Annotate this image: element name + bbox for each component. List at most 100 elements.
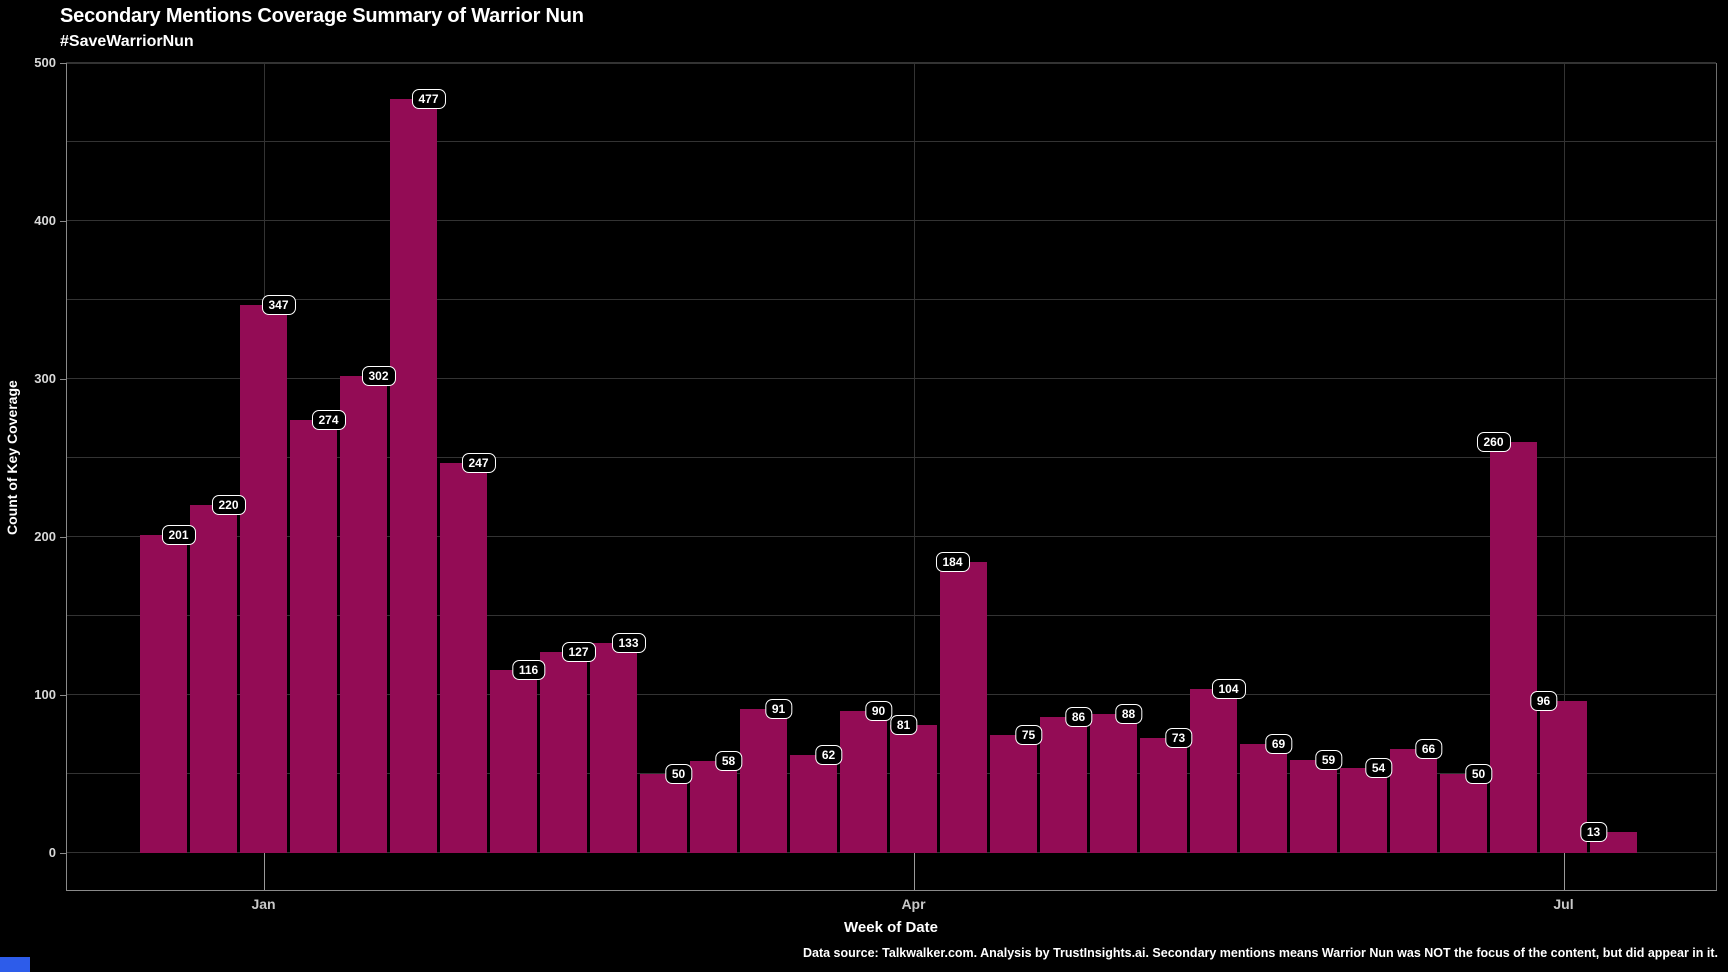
x-tick-label-jul: Jul — [1553, 896, 1574, 912]
bar-week-19[interactable] — [1040, 717, 1087, 853]
bar-value-label: 220 — [211, 495, 246, 516]
bar-value-label: 59 — [1314, 749, 1343, 770]
h-gridline-200 — [66, 536, 1716, 537]
bar-value-label: 116 — [511, 659, 546, 680]
bar-week-24[interactable] — [1290, 759, 1337, 853]
bar-week-15[interactable] — [840, 710, 887, 853]
bar-week-11[interactable] — [640, 774, 687, 853]
y-axis-line — [66, 63, 67, 890]
y-axis-title: Count of Key Coverage — [4, 380, 20, 536]
bar-week-20[interactable] — [1090, 713, 1137, 853]
h-gridline-250 — [66, 457, 1716, 458]
x-tick-label-jan: Jan — [251, 896, 276, 912]
v-gridline-apr — [913, 63, 915, 853]
y-tick-mark-400 — [60, 221, 66, 222]
bar-value-label: 90 — [864, 700, 893, 721]
bar-value-label: 247 — [461, 452, 496, 473]
x-tick-mark-apr — [913, 853, 915, 890]
bar-week-22[interactable] — [1190, 688, 1237, 853]
bar-week-4[interactable] — [290, 420, 337, 853]
plot-area: 201 220 347 274 302 477 247 116 127 133 50 58 91 62 90… — [66, 62, 1716, 853]
bar-value-label: 69 — [1264, 733, 1293, 754]
bar-week-28[interactable] — [1490, 442, 1537, 853]
bar-week-18[interactable] — [990, 734, 1037, 853]
bar-week-26[interactable] — [1390, 748, 1437, 853]
bar-value-label: 104 — [1211, 678, 1246, 699]
bar-week-17[interactable] — [940, 562, 987, 853]
y-tick-label-500: 500 — [34, 55, 56, 70]
bar-value-label: 75 — [1014, 724, 1043, 745]
y-tick-label-400: 400 — [34, 213, 56, 228]
chart-subtitle: #SaveWarriorNun — [60, 33, 194, 50]
h-gridline-350 — [66, 299, 1716, 300]
bar-week-8[interactable] — [490, 669, 537, 853]
h-gridline-300 — [66, 378, 1716, 379]
bar-value-label: 184 — [935, 552, 970, 573]
bar-week-16[interactable] — [890, 725, 937, 853]
y-tick-label-0: 0 — [48, 845, 56, 860]
x-tick-label-apr: Apr — [901, 896, 926, 912]
bar-value-label: 73 — [1164, 727, 1193, 748]
bar-value-label: 58 — [714, 751, 743, 772]
bar-week-14[interactable] — [790, 755, 837, 853]
plot-right-border — [1716, 63, 1717, 890]
x-tick-mark-jan — [263, 853, 265, 890]
plot-top-border — [66, 63, 1716, 64]
h-gridline-150 — [66, 615, 1716, 616]
bar-week-10[interactable] — [590, 642, 637, 853]
bar-week-21[interactable] — [1140, 737, 1187, 853]
h-gridline-500 — [66, 62, 1716, 63]
v-gridline-jul — [1563, 63, 1565, 853]
bar-week-5[interactable] — [340, 375, 387, 853]
y-tick-mark-0 — [60, 853, 66, 854]
bar-value-label: 50 — [1464, 764, 1493, 784]
y-tick-label-200: 200 — [34, 529, 56, 544]
bar-week-9[interactable] — [540, 652, 587, 853]
bar-week-13[interactable] — [740, 709, 787, 853]
h-gridline-450 — [66, 141, 1716, 142]
bar-week-29[interactable] — [1540, 701, 1587, 853]
bar-value-label: 201 — [161, 525, 196, 546]
bar-value-label: 127 — [561, 642, 596, 663]
bar-value-label: 50 — [664, 764, 693, 784]
y-tick-mark-200 — [60, 537, 66, 538]
x-axis-line — [66, 890, 1717, 891]
x-tick-mark-jul — [1563, 853, 1565, 890]
bar-value-label: 54 — [1364, 757, 1393, 778]
bar-value-label: 88 — [1114, 703, 1143, 724]
bar-value-label: 477 — [411, 89, 446, 110]
y-tick-mark-500 — [60, 63, 66, 64]
h-gridline-400 — [66, 220, 1716, 221]
bar-value-label: 347 — [261, 294, 296, 315]
bar-value-label: 91 — [764, 699, 793, 720]
h-gridline-100 — [66, 694, 1716, 695]
bar-value-label: 274 — [311, 410, 346, 431]
bar-value-label: 62 — [814, 745, 843, 766]
y-tick-label-100: 100 — [34, 687, 56, 702]
bar-week-6[interactable] — [390, 99, 437, 853]
y-tick-label-300: 300 — [34, 371, 56, 386]
y-tick-mark-100 — [60, 695, 66, 696]
bar-value-label: 96 — [1529, 691, 1558, 712]
bar-value-label: 81 — [889, 715, 918, 736]
bar-value-label: 13 — [1579, 822, 1608, 843]
chart-title: Secondary Mentions Coverage Summary of W… — [60, 5, 584, 27]
bar-week-27[interactable] — [1440, 774, 1487, 853]
bar-value-label: 302 — [361, 365, 396, 386]
bar-week-25[interactable] — [1340, 767, 1387, 853]
bar-value-label: 86 — [1064, 707, 1093, 728]
bar-week-12[interactable] — [690, 761, 737, 853]
bar-week-23[interactable] — [1240, 743, 1287, 853]
bar-week-3[interactable] — [240, 304, 287, 853]
bar-value-label: 260 — [1476, 432, 1511, 453]
x-axis-title: Week of Date — [844, 919, 938, 936]
brand-accent-strip — [0, 957, 30, 972]
bar-value-label: 66 — [1414, 738, 1443, 759]
bar-week-1[interactable] — [140, 535, 187, 853]
bar-week-7[interactable] — [440, 462, 487, 853]
data-source-note: Data source: Talkwalker.com. Analysis by… — [802, 946, 1718, 960]
bar-week-2[interactable] — [190, 505, 237, 853]
y-tick-mark-300 — [60, 379, 66, 380]
bar-value-label: 133 — [611, 632, 646, 653]
